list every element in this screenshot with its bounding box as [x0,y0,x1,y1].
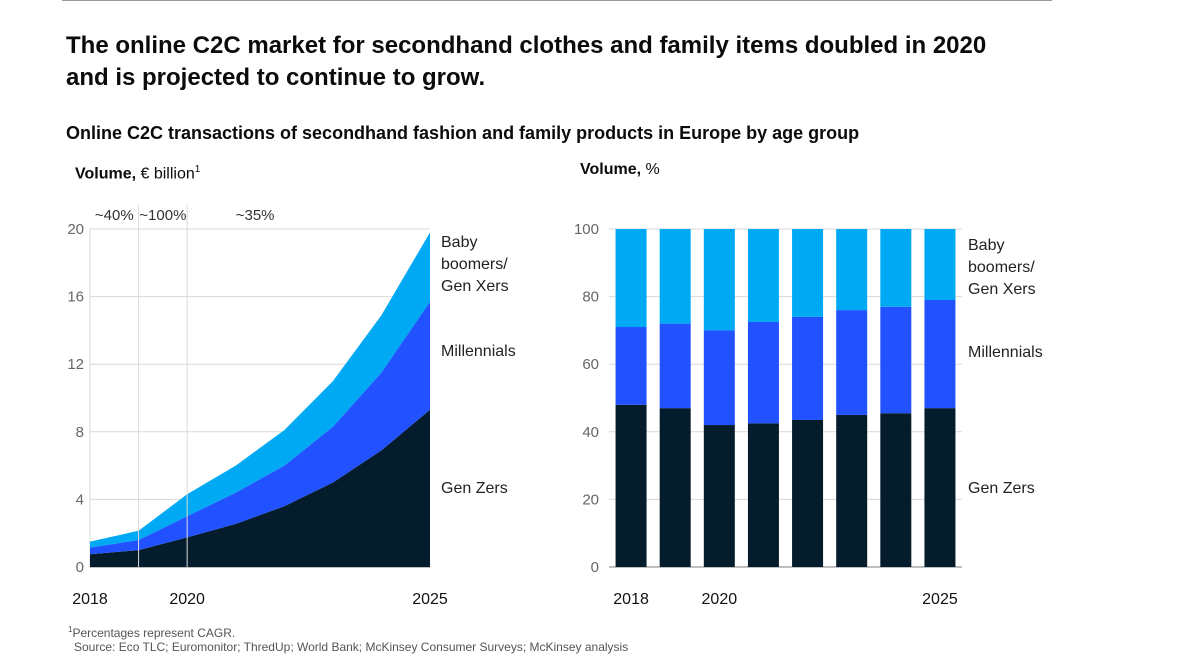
footnote: 1Percentages represent CAGR. [68,622,235,641]
left-y-tick-label: 16 [67,289,84,306]
bar-baby-boomers-gen-xers-2021 [747,229,779,322]
right-y-tick-label: 40 [582,424,599,441]
left-legend-gen-zers: Gen Zers [441,480,508,497]
right-chart-unit-label: Volume, % [580,160,660,180]
area-baby-boomers-gen-xers [90,232,430,548]
headline: The online C2C market for secondhand clo… [66,32,987,91]
left-y-tick-label: 0 [76,559,84,576]
left-x-tick-label: 2018 [72,591,108,608]
left-y-tick-label: 4 [76,491,84,508]
right-legend-baby-boomers-gen-xers: boomers/ [968,259,1035,276]
right-legend-baby-boomers-gen-xers: Baby [968,237,1004,254]
right-legend-gen-zers: Gen Zers [968,480,1035,497]
right-legend-baby-boomers-gen-xers: Gen Xers [968,281,1036,298]
bar-millennials-2024 [880,306,912,414]
bar-baby-boomers-gen-xers-2019 [659,229,691,324]
right-x-tick-label: 2020 [702,591,738,608]
bar-millennials-2021 [747,321,779,424]
area-millennials [90,301,430,555]
cagr-annotation: ~100% [139,207,186,224]
right-y-tick-label: 60 [582,356,599,373]
right-x-tick-label: 2025 [922,591,958,608]
left-x-tick-label: 2025 [412,591,448,608]
left-legend-millennials: Millennials [441,343,516,360]
bar-millennials-2019 [659,323,691,409]
bar-millennials-2025 [924,299,956,409]
bar-gen-zers-2018 [615,404,647,567]
cagr-annotation: ~40% [95,207,134,224]
chart-subtitle: Online C2C transactions of secondhand fa… [66,123,860,143]
bar-baby-boomers-gen-xers-2018 [615,229,647,328]
right-legend-millennials: Millennials [968,344,1043,361]
area-gen-zers [90,409,430,567]
right-y-tick-label: 100 [574,221,599,238]
left-chart-unit-label: Volume, € billion1 [75,160,200,184]
left-unit-rest: € billion [136,165,195,183]
bar-gen-zers-2021 [747,423,779,567]
cagr-annotation: ~35% [236,207,275,224]
bar-baby-boomers-gen-xers-2020 [703,229,735,331]
bar-gen-zers-2023 [836,414,868,567]
right-y-tick-label: 20 [582,491,599,508]
left-y-tick-label: 20 [67,221,84,238]
right-y-tick-label: 80 [582,289,599,306]
left-legend-baby-boomers-gen-xers: Gen Xers [441,278,509,295]
left-unit-footnote-mark: 1 [194,164,201,175]
footnote-text: Percentages represent CAGR. [72,626,236,640]
left-y-tick-label: 8 [76,424,84,441]
bar-millennials-2023 [836,310,868,415]
top-rule [62,0,1052,1]
bar-gen-zers-2019 [659,408,691,567]
bar-gen-zers-2024 [880,413,912,567]
bar-millennials-2018 [615,327,647,405]
bar-baby-boomers-gen-xers-2022 [792,229,824,317]
left-x-tick-label: 2020 [169,591,205,608]
footnote-mark: 1 [68,625,73,634]
left-legend-baby-boomers-gen-xers: boomers/ [441,256,508,273]
right-unit-rest: % [641,161,660,178]
left-y-tick-label: 12 [67,356,84,373]
bar-baby-boomers-gen-xers-2024 [880,229,912,307]
left-legend-baby-boomers-gen-xers: Baby [441,234,477,251]
source-note: Source: Eco TLC; Euromonitor; ThredUp; W… [74,640,629,654]
right-x-tick-label: 2018 [613,591,649,608]
bar-baby-boomers-gen-xers-2025 [924,229,956,300]
bar-baby-boomers-gen-xers-2023 [836,229,868,311]
bar-millennials-2022 [792,316,824,420]
right-unit-bold: Volume, [580,161,642,178]
right-y-tick-label: 0 [591,559,599,576]
bar-gen-zers-2020 [703,425,735,567]
bar-gen-zers-2022 [792,419,824,567]
bar-millennials-2020 [703,330,735,426]
bar-gen-zers-2025 [924,408,956,567]
left-unit-bold: Volume, [75,165,137,183]
